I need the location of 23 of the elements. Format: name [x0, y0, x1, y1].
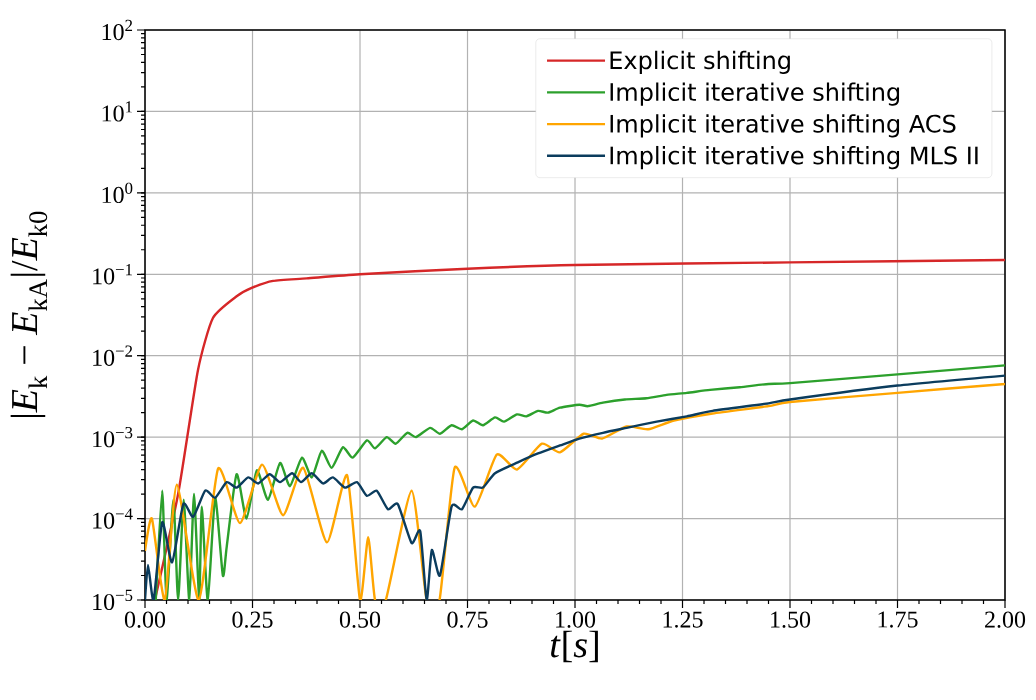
x-tick-label: 1.50: [771, 611, 811, 628]
legend-label: Implicit iterative shifting MLS II: [610, 145, 978, 170]
x-tick-label: 0.25: [232, 611, 273, 628]
y-tick-label: 10$^{1}$: [102, 101, 132, 122]
x-tick-label: 0.50: [339, 611, 381, 628]
text: |E$_{k}$ − E$_{kA}$|/E$_{k0}$: [10, 211, 48, 418]
y-tick-label: 10$^{0}$: [102, 182, 133, 204]
legend-label: Implicit iterative shifting: [610, 82, 900, 106]
legend-label: Explicit shifting: [610, 50, 790, 74]
x-tick-label: 1.00: [556, 611, 596, 628]
y-tick-label: 10$^{−1}$: [93, 264, 132, 285]
legend-label: Implicit iterative shifting ACS: [610, 114, 956, 138]
x-tick-label: 1.25: [663, 611, 703, 628]
x-tick-label: 0.00: [124, 611, 166, 628]
y-tick-label: 10$^{−5}$: [93, 589, 133, 611]
x-tick-label: 2.00: [985, 611, 1026, 628]
y-tick-label: 10$^{−2}$: [93, 345, 133, 366]
y-tick-label: 10$^{2}$: [102, 19, 133, 41]
x-axis-title: t[s]: [550, 630, 598, 663]
x-tick-label: 0.75: [447, 611, 488, 628]
x-tick-label: 1.75: [878, 611, 918, 628]
y-tick-label: 10$^{−4}$: [93, 508, 133, 529]
y-tick-label: 10$^{−3}$: [93, 426, 133, 448]
